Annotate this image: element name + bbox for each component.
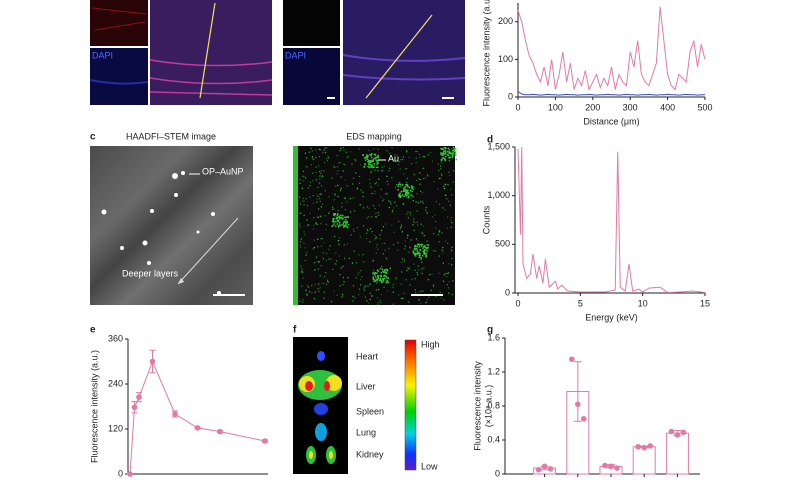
y-tick-label: 500 [495,239,510,249]
panel-letter: d [487,135,493,146]
y-tick-label: 1,000 [487,190,510,200]
y-tick-label: 100 [498,54,513,64]
panel-f: f High Low Heart Liver Spleen Lung Kidney [293,325,440,474]
data-point [668,428,675,435]
x-tick-label: 100 [548,102,563,112]
data-point [608,463,614,470]
data-point [217,428,223,435]
data-point [635,444,641,450]
data-point [262,438,268,444]
data-point [547,466,554,472]
x-tick-label: 0 [515,102,520,112]
data-point [136,394,142,400]
annotation: OP–AuNP [202,166,244,176]
annotation: Deeper layers [122,268,179,278]
data-point [641,444,647,451]
x-axis-label: Energy (keV) [585,312,638,322]
organ-label: Lung [356,427,376,437]
data-point [127,471,133,477]
organ-label: Spleen [356,406,384,416]
data-point [674,432,681,438]
scale-label: High [421,339,440,349]
scale-label: Low [421,461,438,471]
y-axis-label: Fluorescence intensity (a.u.) [89,350,99,463]
data-point [680,429,687,436]
y-tick-label: 0 [505,287,510,297]
data-line [129,360,266,475]
panel-c: c HAADFI–STEM image EDS mapping OP–AuNP … [90,131,458,305]
data-point [569,356,575,363]
y-tick-label: 1.2 [487,366,500,376]
organ-label: Liver [356,381,376,391]
x-tick-label: 15 [700,298,710,308]
data-point [172,411,178,417]
data-point [647,443,653,449]
y-tick-label: 0 [118,468,123,478]
data-point [614,465,620,471]
micrographs-top: DAPI DAPI [89,0,466,105]
y-tick-label: 0 [508,91,513,101]
y-tick-label: 1,500 [487,141,510,151]
data-point [602,462,608,469]
panel-letter: e [90,325,96,336]
y-tick-label: 0 [495,468,500,478]
error-bar [573,361,582,422]
image-title: EDS mapping [346,131,402,141]
data-point [535,466,542,473]
data-point [581,415,587,422]
y-tick-label: 0.8 [487,400,500,410]
dapi-label: DAPI [92,50,113,60]
data-point [131,404,138,411]
panel-letter: g [487,325,493,336]
y-tick-label: 360 [108,333,123,343]
data-point [541,463,548,470]
x-tick-label: 300 [623,102,638,112]
y-tick-label: 0.4 [487,434,500,444]
y-tick-label: 240 [108,378,123,388]
organ-label: Heart [356,351,379,361]
data-point [194,425,201,431]
organ-label: Kidney [356,449,384,459]
x-tick-label: 0 [515,298,520,308]
x-tick-label: 10 [638,298,648,308]
image-title: HAADFI–STEM image [126,131,216,141]
x-tick-label: 5 [578,298,583,308]
y-axis-label: Fluorescence intensity [472,361,482,451]
x-tick-label: 400 [660,102,675,112]
x-axis-label: Distance (μm) [583,116,639,126]
data-point [149,358,156,365]
bar [665,432,689,475]
data-line [517,146,706,294]
y-tick-label: 1.6 [487,332,500,342]
annotation: Au [388,153,399,163]
y-tick-label: 200 [498,16,513,26]
y-tick-label: 120 [108,423,123,433]
y-axis-label: Fluorescence intensity (a.u.) [481,0,491,107]
y-axis-label: (×10⁸ a.u.) [483,385,493,428]
data-line [517,6,706,92]
bar [632,446,656,475]
panel-letter: c [90,132,96,143]
y-axis-label: Counts [481,205,491,234]
dapi-label: DAPI [285,50,306,60]
x-tick-label: 200 [585,102,600,112]
data-line [517,90,705,96]
data-point [575,401,581,408]
panel-letter: f [293,325,297,336]
x-tick-label: 500 [697,102,712,112]
